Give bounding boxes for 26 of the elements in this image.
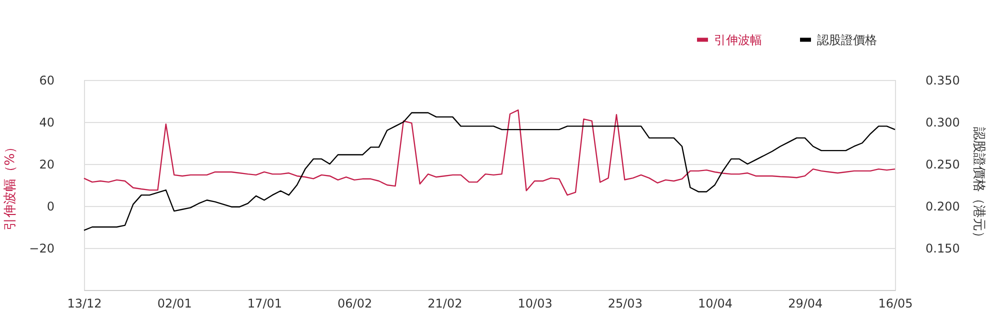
- x-tick-label: 21/02: [428, 296, 462, 310]
- line-series: [83, 112, 896, 231]
- x-tick-label: 02/01: [157, 296, 192, 310]
- y2-tick-label: 0.150: [926, 242, 960, 256]
- x-tick-label: 25/03: [608, 296, 642, 310]
- x-tick-label: 16/05: [878, 296, 913, 310]
- x-tick-label: 10/03: [518, 296, 552, 310]
- x-tick-label: 17/01: [247, 296, 282, 310]
- x-tick-label: 06/02: [338, 296, 372, 310]
- y-tick-label: 20: [39, 158, 54, 172]
- line-series: [83, 109, 896, 196]
- y-tick-label: −20: [29, 242, 54, 256]
- x-tick-label: 10/04: [698, 296, 733, 310]
- x-tick-label: 29/04: [788, 296, 823, 310]
- y-axis-title: 引伸波幅（%）: [3, 140, 18, 231]
- y-tick-label: 0: [46, 200, 54, 214]
- y-tick-label: 60: [39, 74, 54, 88]
- y2-tick-label: 0.250: [926, 158, 960, 172]
- y2-tick-label: 0.300: [926, 116, 960, 130]
- legend-label: 引伸波幅: [714, 32, 762, 47]
- y2-axis-title: 認股證價格（港元）: [970, 127, 986, 244]
- x-tick-label: 13/12: [67, 296, 102, 310]
- legend-label: 認股證價格: [817, 32, 877, 47]
- y2-tick-label: 0.350: [926, 74, 960, 88]
- y2-tick-label: 0.200: [926, 200, 960, 214]
- y-tick-label: 40: [39, 116, 54, 130]
